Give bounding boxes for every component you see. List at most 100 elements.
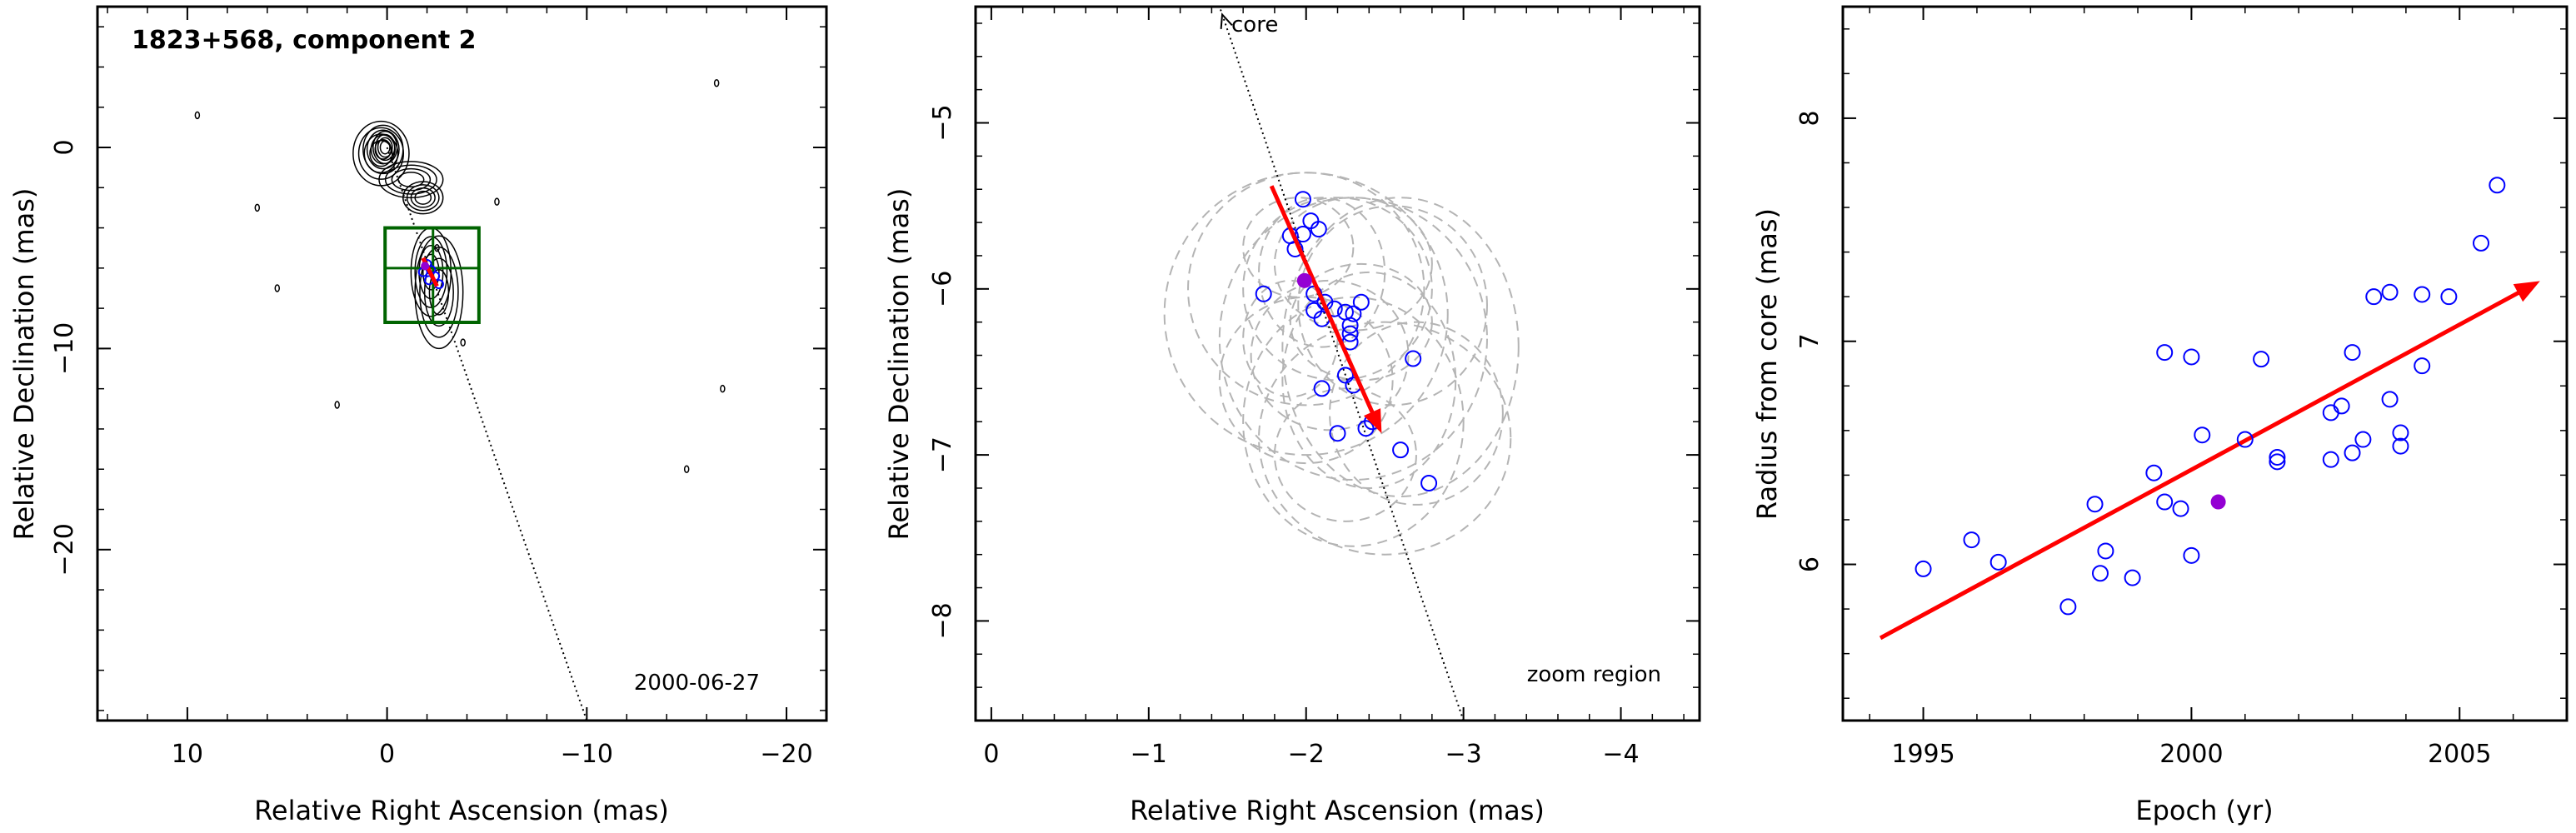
map-contour xyxy=(410,187,436,208)
radius-data-point xyxy=(1989,553,2007,571)
map-jet-contours xyxy=(352,120,464,350)
zoom-data-point xyxy=(1405,350,1422,367)
zoom-data-point xyxy=(1305,302,1323,319)
map-contour xyxy=(384,164,437,195)
map-contour xyxy=(422,253,440,291)
radius-data-point xyxy=(2414,357,2431,375)
radius-arrow xyxy=(1879,287,2527,641)
1-x-tick-label: −3 xyxy=(1445,740,1482,769)
map-speck xyxy=(494,197,500,206)
map-contour xyxy=(379,140,391,155)
radius-plot-area xyxy=(1879,177,2540,641)
zoom-panel: 0 −1 −2 −3 −4 −5 −6 −7 −8 core zoom region Rela… xyxy=(883,5,1701,826)
zoom-component-ellipse xyxy=(1329,321,1504,506)
zoom-data-point xyxy=(1294,226,1311,243)
map-contour xyxy=(397,172,425,188)
zoom-data-point xyxy=(1310,221,1327,238)
zoom-component-ellipse xyxy=(1250,279,1410,431)
zoom-points xyxy=(1255,191,1438,491)
map-contour xyxy=(414,235,464,350)
map-specks xyxy=(194,78,726,473)
zoom-data-point xyxy=(1329,425,1346,442)
radius-data-point xyxy=(2354,431,2372,448)
2-y-tick-label: 8 xyxy=(1795,110,1825,126)
radius-data-point xyxy=(2156,493,2174,511)
map-speck xyxy=(194,111,201,120)
radius-points xyxy=(1915,177,2506,616)
zoom-component-ellipse xyxy=(1163,172,1449,456)
radius-data-point xyxy=(2091,565,2109,582)
radius-data-point xyxy=(2183,348,2200,366)
radius-data-point xyxy=(2059,598,2077,616)
zoom-data-point xyxy=(1345,305,1362,322)
map-frame xyxy=(96,5,828,722)
zoom-component-ellipse xyxy=(1281,197,1520,497)
map-panel: 10 0 −10 −20 0−10−20 1823+568, component 2 … xyxy=(8,5,828,826)
zoom-component-ellipse xyxy=(1187,172,1425,407)
map-speck xyxy=(434,243,440,252)
zoom-component-ellipse xyxy=(1242,197,1433,382)
1-x-tick-label: −2 xyxy=(1288,740,1325,769)
zoom-special-point xyxy=(1296,272,1312,288)
map-contour xyxy=(414,236,448,308)
zoom-data-point xyxy=(1341,317,1359,334)
zoom-core-label: core xyxy=(1231,12,1278,37)
zoom-data-point xyxy=(1341,325,1359,342)
radius-x-axis-title: Epoch (yr) xyxy=(2135,795,2273,826)
zoom-core-line xyxy=(1218,7,1465,721)
map-contour xyxy=(391,167,432,192)
map-speck xyxy=(334,401,340,409)
1-y-tick-label: −6 xyxy=(928,271,957,307)
2-x-tick-label: 2005 xyxy=(2428,740,2491,769)
map-y-axis-title: Relative Declination (mas) xyxy=(8,188,40,541)
zoom-data-point xyxy=(1313,380,1330,397)
map-contour xyxy=(406,184,440,212)
map-speck xyxy=(713,78,720,87)
zoom-core-arrowhead xyxy=(1220,12,1233,29)
zoom-data-point xyxy=(1420,474,1438,491)
radius-arrowhead xyxy=(2513,281,2540,302)
map-contour xyxy=(357,127,405,180)
0-x-tick-label: 10 xyxy=(172,740,203,769)
map-date-annotation: 2000-06-27 xyxy=(634,671,760,696)
zoom-data-point xyxy=(1302,212,1320,230)
zoom-y-ticks: −5 −6 −7 −8 xyxy=(928,22,1700,721)
radius-data-point xyxy=(2086,496,2104,513)
zoom-y-axis-title: Relative Declination (mas) xyxy=(883,188,915,541)
map-title: 1823+568, component 2 xyxy=(132,26,477,55)
2-y-tick-label: 6 xyxy=(1795,556,1825,572)
radius-special-point xyxy=(2210,494,2226,510)
map-contour xyxy=(428,269,450,316)
radius-data-point xyxy=(2344,444,2361,461)
radius-y-ticks: 6 7 8 xyxy=(1795,28,2567,699)
zoom-component-ellipse xyxy=(1218,197,1488,481)
2-x-tick-label: 2000 xyxy=(2159,740,2223,769)
zoom-data-point xyxy=(1255,285,1272,302)
radius-data-point xyxy=(2172,500,2189,517)
radius-data-point xyxy=(2194,426,2211,444)
radius-data-point xyxy=(2145,464,2163,481)
2-x-tick-label: 1995 xyxy=(1891,740,1954,769)
map-core-line xyxy=(386,147,588,721)
0-x-tick-label: −10 xyxy=(561,740,613,769)
radius-data-point xyxy=(2269,453,2286,471)
radius-data-point xyxy=(2392,437,2409,455)
map-contour xyxy=(374,133,396,162)
0-x-tick-label: 0 xyxy=(379,740,395,769)
map-contour xyxy=(423,257,454,327)
zoom-data-point xyxy=(1392,441,1410,459)
radius-data-point xyxy=(1915,560,1932,577)
zoom-component-ellipse xyxy=(1281,271,1457,489)
zoom-component-ellipse xyxy=(1273,197,1433,332)
radius-panel: 1995 2000 2005 6 7 8 Epoch (yr) Radius from … xyxy=(1751,5,2569,826)
radius-data-point xyxy=(2381,283,2399,301)
radius-data-point xyxy=(2156,344,2174,362)
0-y-tick-label: −20 xyxy=(50,523,79,576)
map-special-point xyxy=(421,262,430,271)
radius-data-point xyxy=(2253,351,2270,368)
map-contour xyxy=(366,129,400,170)
radius-data-point xyxy=(2381,391,2399,408)
radius-data-point xyxy=(2183,546,2200,564)
zoom-data-point xyxy=(1352,293,1370,311)
radius-data-point xyxy=(1963,531,1980,549)
